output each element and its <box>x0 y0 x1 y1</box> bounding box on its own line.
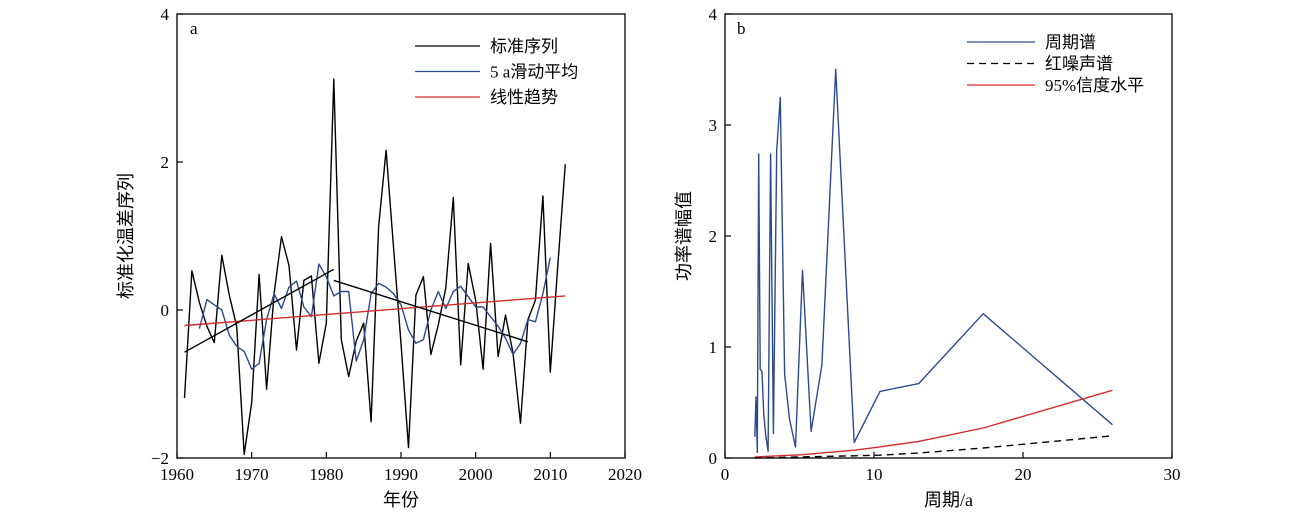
x-tick-label: 1970 <box>235 465 269 484</box>
y-tick-label: 2 <box>709 227 718 246</box>
legend-label: 线性趋势 <box>490 88 558 107</box>
series-line-4 <box>333 279 529 343</box>
y-tick-label: 0 <box>161 301 170 320</box>
x-tick-label: 1960 <box>160 465 194 484</box>
legend-label: 标准序列 <box>490 37 558 56</box>
x-tick-label: 2000 <box>459 465 493 484</box>
x-axis-label: 年份 <box>383 490 419 510</box>
y-tick-label: 4 <box>161 5 170 24</box>
y-tick-label: −2 <box>151 449 169 468</box>
legend-label: 5 a滑动平均 <box>490 63 578 82</box>
x-tick-label: 1980 <box>309 465 343 484</box>
legend-label: 95%信度水平 <box>1045 76 1144 95</box>
series-line-0 <box>183 78 566 455</box>
legend-label: 红噪声谱 <box>1045 55 1113 74</box>
y-tick-label: 2 <box>161 153 170 172</box>
panel-label: a <box>190 19 198 38</box>
panel-label: b <box>737 19 746 38</box>
series-line-0 <box>754 68 1113 454</box>
y-tick-label: 0 <box>709 449 718 468</box>
x-tick-label: 1990 <box>384 465 418 484</box>
legend-label: 周期谱 <box>1045 33 1096 52</box>
x-tick-label: 10 <box>866 465 883 484</box>
x-tick-label: 2020 <box>608 465 642 484</box>
x-tick-label: 20 <box>1015 465 1032 484</box>
panel-a: 1960 1970 1980 1990 2000 2010 2020 −2 0 2 4 年份 标准化温差… <box>116 5 642 510</box>
series-line-2 <box>184 295 566 327</box>
y-tick-label: 1 <box>709 338 718 357</box>
series-line-3 <box>184 268 335 353</box>
y-axis-label: 标准化温差序列 <box>116 173 136 299</box>
y-axis-label: 功率谱幅值 <box>674 191 694 281</box>
x-axis-label: 周期/a <box>924 490 973 510</box>
series-line-1 <box>198 257 551 370</box>
x-tick-label: 0 <box>721 465 730 484</box>
x-tick-label: 2010 <box>533 465 567 484</box>
y-tick-label: 3 <box>709 116 718 135</box>
series-line-1 <box>754 435 1113 459</box>
x-tick-label: 30 <box>1164 465 1181 484</box>
y-tick-label: 4 <box>709 5 718 24</box>
series-line-2 <box>754 389 1113 458</box>
